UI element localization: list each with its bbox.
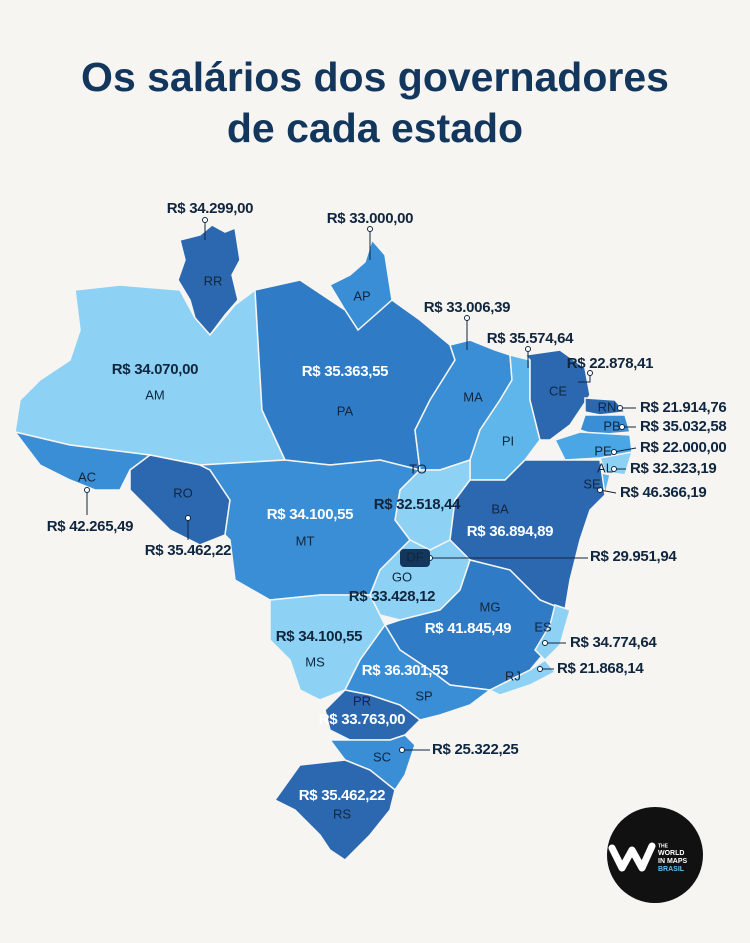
state-abbr: RN bbox=[598, 399, 617, 414]
state-abbr: MG bbox=[480, 599, 501, 614]
leader-dot bbox=[597, 487, 603, 493]
state-salary: R$ 34.774,64 bbox=[570, 634, 657, 651]
state-salary: R$ 33.428,12 bbox=[349, 588, 435, 605]
leader-dot bbox=[185, 515, 191, 521]
state-abbr: AL bbox=[597, 460, 613, 475]
state-salary: R$ 33.000,00 bbox=[327, 210, 413, 227]
leader-dot bbox=[542, 640, 548, 646]
state-salary: R$ 36.301,53 bbox=[362, 662, 448, 679]
state-salary: R$ 22.878,41 bbox=[567, 355, 653, 372]
state-salary: R$ 41.845,49 bbox=[425, 620, 511, 637]
leader-dot bbox=[399, 747, 405, 753]
logo-text: WORLD bbox=[658, 850, 684, 857]
title-line: de cada estado bbox=[227, 105, 523, 151]
leader-dot bbox=[525, 346, 531, 352]
state-abbr: RJ bbox=[505, 668, 521, 683]
state-salary: R$ 35.032,58 bbox=[640, 418, 726, 435]
state-shape bbox=[584, 397, 627, 416]
state-abbr: PI bbox=[502, 433, 514, 448]
states bbox=[13, 224, 634, 861]
state-salary: R$ 35.462,22 bbox=[145, 542, 231, 559]
logo-mark bbox=[608, 842, 656, 872]
state-salary: R$ 42.265,49 bbox=[47, 518, 133, 535]
state-salary: R$ 22.000,00 bbox=[640, 439, 726, 456]
state-salary: R$ 35.462,22 bbox=[299, 787, 385, 804]
state-salary: R$ 29.951,94 bbox=[590, 548, 677, 565]
state-salary: R$ 21.868,14 bbox=[557, 660, 644, 677]
state-shape bbox=[523, 349, 591, 441]
logo-badge bbox=[607, 807, 703, 903]
abbr-box bbox=[400, 549, 430, 567]
state-salary: R$ 32.518,44 bbox=[374, 496, 461, 513]
state-shape bbox=[273, 759, 396, 861]
state-salary: R$ 36.894,89 bbox=[467, 523, 553, 540]
state-abbr: RS bbox=[333, 806, 351, 821]
state-shape bbox=[177, 224, 241, 337]
state-salary: R$ 25.322,25 bbox=[432, 741, 518, 758]
state-salary: R$ 32.323,19 bbox=[630, 460, 716, 477]
logo-text: BRASIL bbox=[658, 866, 685, 873]
state-abbr: ES bbox=[534, 619, 552, 634]
state-salary: R$ 35.363,55 bbox=[302, 363, 388, 380]
state-abbr: MT bbox=[296, 533, 315, 548]
leader-dot bbox=[464, 315, 470, 321]
state-abbr: TO bbox=[409, 461, 427, 476]
leader-dot bbox=[619, 424, 625, 430]
state-salary: R$ 21.914,76 bbox=[640, 399, 726, 416]
state-abbr: DF bbox=[406, 549, 423, 564]
leader-dot bbox=[617, 405, 623, 411]
state-abbr: MA bbox=[463, 389, 483, 404]
state-abbr: AP bbox=[353, 288, 370, 303]
state-abbr: PR bbox=[353, 693, 371, 708]
state-salary: R$ 33.763,00 bbox=[319, 711, 405, 728]
leader-dot bbox=[367, 226, 373, 232]
state-abbr: GO bbox=[392, 569, 412, 584]
state-abbr: PA bbox=[337, 403, 354, 418]
state-salary: R$ 46.366,19 bbox=[620, 484, 706, 501]
state-salary: R$ 33.006,39 bbox=[424, 299, 510, 316]
state-shape bbox=[13, 430, 152, 491]
leader-dot bbox=[84, 487, 90, 493]
state-abbr: RO bbox=[173, 485, 193, 500]
labels: RR R$ 34.299,00 AP R$ 33.000,00 AM R$ 34.070,… bbox=[47, 200, 727, 821]
state-salary: R$ 34.070,00 bbox=[112, 361, 198, 378]
leader-dot bbox=[202, 217, 208, 223]
logo-text: THE bbox=[658, 843, 669, 849]
leader-dot bbox=[611, 466, 617, 472]
state-abbr: RR bbox=[204, 273, 223, 288]
leader-line bbox=[613, 447, 637, 453]
leader-dot bbox=[537, 666, 543, 672]
leader-dot bbox=[587, 370, 593, 376]
state-abbr: SE bbox=[583, 476, 601, 491]
title-line: Os salários dos governadores bbox=[81, 54, 669, 100]
state-abbr: BA bbox=[491, 501, 509, 516]
state-abbr: AC bbox=[78, 469, 96, 484]
state-abbr: SC bbox=[373, 749, 391, 764]
logo: THE WORLD IN MAPS BRASIL bbox=[607, 807, 703, 903]
state-abbr: PE bbox=[594, 443, 612, 458]
logo-text: IN MAPS bbox=[658, 858, 688, 865]
state-abbr: SP bbox=[415, 688, 432, 703]
state-abbr: AM bbox=[145, 387, 165, 402]
state-abbr: PB bbox=[603, 418, 620, 433]
state-abbr: CE bbox=[549, 383, 567, 398]
state-abbr: MS bbox=[305, 654, 325, 669]
state-salary: R$ 35.574,64 bbox=[487, 330, 574, 347]
state-salary: R$ 34.100,55 bbox=[267, 506, 353, 523]
state-salary: R$ 34.100,55 bbox=[276, 628, 362, 645]
state-salary: R$ 34.299,00 bbox=[167, 200, 253, 217]
leader-dot bbox=[611, 449, 617, 455]
